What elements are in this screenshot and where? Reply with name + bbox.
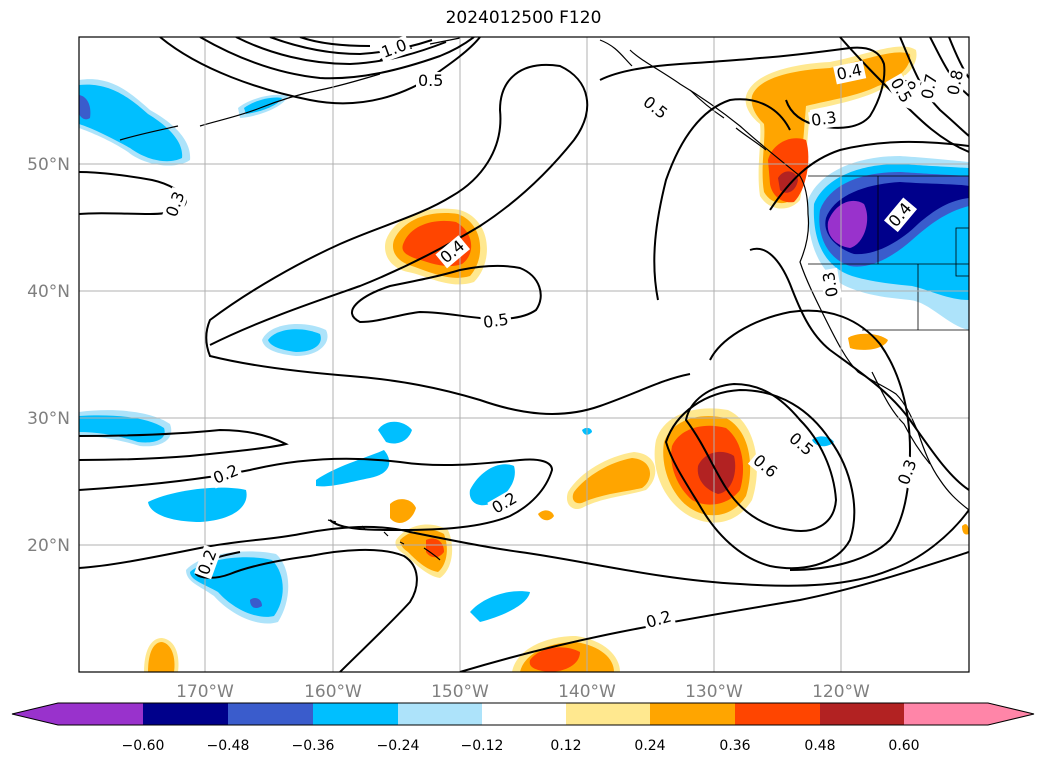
colorbar-tick-label: −0.12 (461, 738, 504, 754)
colorbar-segment (566, 703, 650, 725)
colorbar-tick-label: 0.24 (634, 738, 665, 754)
lon-label: 120°W (812, 682, 870, 702)
colorbar-ticks: −0.60 −0.48 −0.36 −0.24 −0.12 0.12 0.24 … (122, 738, 920, 754)
colorbar-tick-label: 0.36 (719, 738, 750, 754)
colorbar-segment (904, 703, 988, 725)
colorbar-tick-label: −0.24 (377, 738, 420, 754)
contour-lines (79, 37, 969, 672)
lon-label: 130°W (685, 682, 743, 702)
lon-label: 160°W (304, 682, 362, 702)
contour-label: 0.8 (943, 68, 967, 97)
map-border (78, 36, 970, 673)
colorbar-tick-label: 0.48 (804, 738, 835, 754)
lon-label: 150°W (431, 682, 489, 702)
contour-label: 0.3 (810, 108, 838, 130)
colorbar-segment (735, 703, 820, 725)
contour-label: 0.5 (418, 71, 443, 90)
colorbar-segments (58, 703, 988, 725)
lon-label: 140°W (558, 682, 616, 702)
lat-label: 30°N (27, 409, 70, 429)
colorbar-upper-extend (988, 703, 1034, 725)
lat-label: 50°N (27, 155, 70, 175)
colorbar-outline (11, 702, 1035, 726)
colorbar-segment (58, 703, 143, 725)
latitude-labels: 50°N 40°N 30°N 20°N (27, 155, 70, 556)
colorbar-segment (313, 703, 398, 725)
colorbar-tick-label: 0.12 (550, 738, 581, 754)
colorbar-tick-label: −0.60 (122, 738, 165, 754)
blue-patch-western-us (807, 156, 969, 330)
blue-patch-northwest (79, 79, 191, 166)
contour-label-group: 0.5 0.5 0.4 0.3 0.5 0.6 0.7 0.8 0.3 0.4 … (162, 35, 968, 633)
lat-label: 40°N (27, 282, 70, 302)
colorbar-segment (650, 703, 735, 725)
colorbar-segment (482, 703, 566, 725)
colorbar-tick-label: −0.36 (292, 738, 335, 754)
colorbar-segment (820, 703, 904, 725)
colorbar-tick-label: −0.48 (207, 738, 250, 754)
map-title: 2024012500 F120 (445, 8, 602, 28)
colorbar-segment (143, 703, 228, 725)
contour-label: 0.3 (819, 270, 842, 298)
orange-patch-northwest-coast (745, 46, 969, 535)
colorbar: −0.60 −0.48 −0.36 −0.24 −0.12 0.12 0.24 … (11, 702, 1035, 754)
colorbar-segment (398, 703, 482, 725)
colorbar-segment (228, 703, 313, 725)
colorbar-tick-label: 0.60 (888, 738, 919, 754)
contour-label: 0.7 (917, 72, 941, 101)
lat-label: 20°N (27, 536, 70, 556)
state-borders (808, 175, 969, 331)
longitude-labels: 170°W 160°W 150°W 140°W 130°W 120°W (176, 682, 870, 702)
colorbar-lower-extend (12, 703, 58, 725)
lon-label: 170°W (176, 682, 234, 702)
contour-label: 0.4 (835, 60, 864, 84)
contour-label: 0.5 (482, 310, 510, 332)
